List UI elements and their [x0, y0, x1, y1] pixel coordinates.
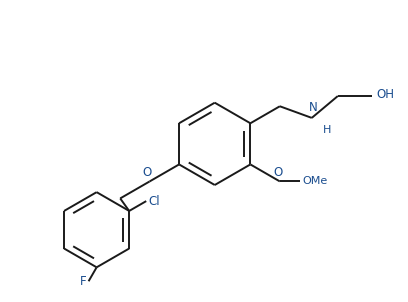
Text: O: O [142, 166, 151, 179]
Text: OH: OH [376, 88, 394, 101]
Text: H: H [322, 125, 331, 135]
Text: F: F [80, 275, 86, 288]
Text: O: O [273, 165, 283, 178]
Text: OMe: OMe [302, 176, 328, 186]
Text: N: N [308, 101, 317, 114]
Text: Cl: Cl [149, 194, 160, 207]
